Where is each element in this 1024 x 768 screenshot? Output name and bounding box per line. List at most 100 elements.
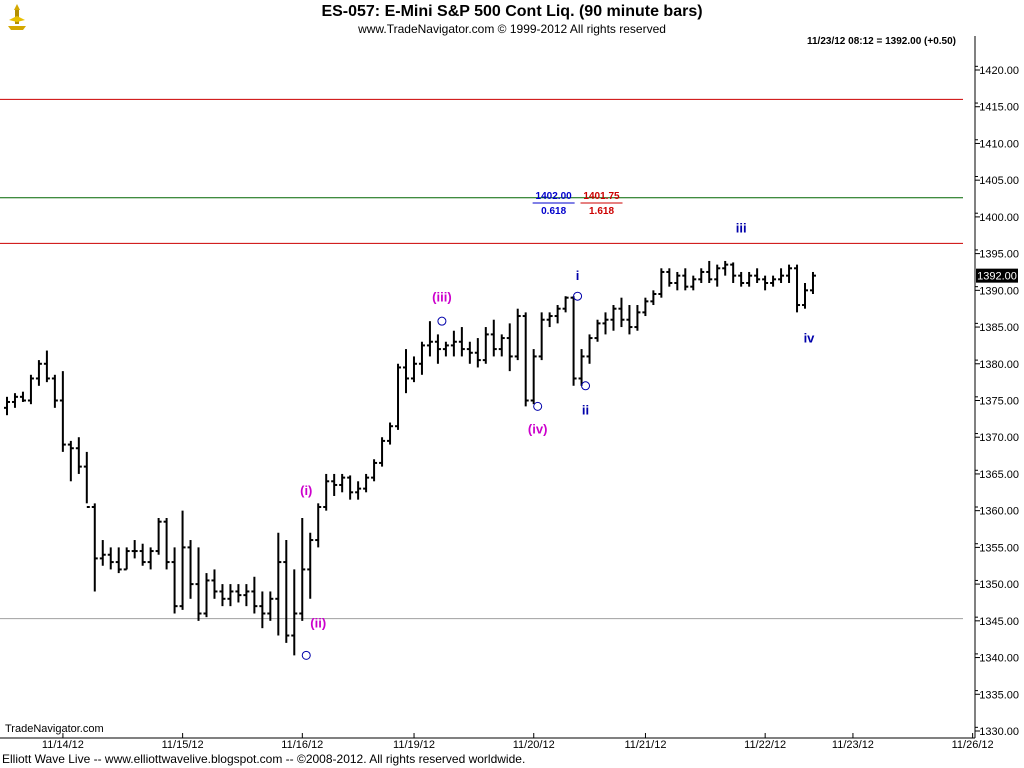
price-tick-label: 1365.00: [979, 469, 1019, 481]
fib-value: 1401.75: [583, 191, 620, 202]
ohlc-bar: [251, 576, 258, 614]
date-tick-label: 11/21/12: [624, 739, 666, 751]
ohlc-bar: [442, 341, 449, 357]
date-tick-label: 11/19/12: [393, 739, 435, 751]
ohlc-bar: [139, 543, 146, 566]
ohlc-bar: [546, 312, 553, 328]
ohlc-bar: [227, 584, 234, 607]
ohlc-bar: [331, 473, 338, 496]
ohlc-bar: [147, 547, 154, 570]
ohlc-bar: [187, 540, 194, 599]
copyright-subtitle: www.TradeNavigator.com © 1999-2012 All r…: [358, 22, 666, 36]
ohlc-bar: [59, 371, 66, 452]
ohlc-bar: [307, 532, 314, 599]
ohlc-bar: [554, 305, 561, 324]
ohlc-bar: [522, 312, 529, 407]
ohlc-bar: [690, 275, 697, 291]
ohlc-bar: [506, 323, 513, 372]
ohlc-bar: [395, 363, 402, 430]
fib-value: 1402.00: [536, 191, 573, 202]
ohlc-bar: [315, 503, 322, 548]
date-tick-label: 11/15/12: [162, 739, 204, 751]
wave-label: iv: [804, 330, 816, 345]
price-tick-label: 1420.00: [979, 65, 1019, 77]
ohlc-bar: [259, 591, 266, 629]
price-tick-label: 1395.00: [979, 249, 1019, 261]
ohlc-bar: [131, 540, 138, 559]
ohlc-bar: [730, 262, 737, 283]
ohlc-bar: [618, 297, 625, 328]
ohlc-bar: [363, 473, 370, 493]
chart-title: ES-057: E-Mini S&P 500 Cont Liq. (90 min…: [321, 3, 703, 20]
ohlc-bar: [123, 547, 130, 571]
ohlc-bar: [267, 591, 274, 621]
ohlc-bars: [4, 260, 816, 656]
ohlc-bar: [211, 569, 218, 599]
wave-label: (iv): [528, 422, 548, 437]
ohlc-bar: [474, 338, 481, 368]
ohlc-bar: [514, 308, 521, 361]
price-axis: 1330.00 1335.00 1340.00 1345.00 1350.00 1355.…: [975, 65, 1019, 738]
ohlc-bar: [299, 518, 306, 621]
ohlc-bar: [602, 312, 609, 335]
fib-labels: 1402.00 0.618 1401.75 1.618: [532, 191, 623, 217]
ohlc-bar: [410, 356, 417, 383]
ohlc-bar: [35, 360, 42, 386]
ohlc-bar: [466, 341, 473, 364]
price-tick-label: 1410.00: [979, 138, 1019, 150]
watermark: TradeNavigator.com: [5, 723, 104, 735]
ohlc-bar: [586, 334, 593, 364]
ohlc-bar: [291, 569, 298, 656]
price-tick-label: 1415.00: [979, 102, 1019, 114]
wave-label: ii: [582, 402, 589, 417]
footer-credit: Elliott Wave Live -- www.elliottwavelive…: [2, 752, 526, 766]
ohlc-bar: [275, 532, 282, 636]
wave-markers: [301, 291, 591, 660]
ohlc-bar: [235, 584, 242, 603]
ohlc-bar: [11, 393, 18, 408]
wave-label: (ii): [310, 615, 326, 630]
ohlc-bar: [27, 374, 34, 405]
ohlc-bar: [530, 349, 537, 405]
ohlc-bar: [75, 437, 82, 474]
ohlc-bar: [195, 547, 202, 621]
price-tick-label: 1340.00: [979, 653, 1019, 665]
ohlc-bar: [594, 319, 601, 342]
wave-label: iii: [736, 220, 747, 235]
ohlc-bar: [754, 268, 761, 283]
ohlc-bar: [67, 440, 74, 482]
ohlc-bar: [4, 396, 10, 416]
ohlc-bar: [658, 268, 665, 298]
ohlc-bar: [219, 584, 226, 607]
ohlc-bar: [323, 473, 330, 511]
wave-pivot-circle: [581, 381, 591, 391]
wave-label: i: [576, 268, 580, 283]
ohlc-bar: [738, 271, 745, 287]
ohlc-bar: [371, 459, 378, 482]
ohlc-bar: [666, 268, 673, 287]
price-tick-label: 1345.00: [979, 616, 1019, 628]
wave-pivot-circle: [437, 316, 447, 326]
ohlc-bar: [562, 296, 569, 313]
ohlc-bar: [786, 264, 793, 283]
ohlc-bar: [794, 264, 801, 313]
ohlc-bar: [642, 297, 649, 317]
price-tick-label: 1330.00: [979, 726, 1019, 738]
ohlc-bar: [674, 271, 681, 291]
ohlc-bar: [339, 473, 346, 493]
ohlc-bar: [722, 260, 729, 276]
ohlc-bar: [746, 271, 753, 287]
ohlc-bar: [283, 540, 290, 643]
ohlc-bar: [682, 268, 689, 291]
ohlc-bar: [578, 349, 585, 386]
last-price-box: [976, 268, 1018, 283]
price-tick-label: 1370.00: [979, 432, 1019, 444]
ohlc-bar: [714, 264, 721, 287]
wave-pivot-circle: [301, 650, 311, 660]
ohlc-bar: [626, 305, 633, 335]
ohlc-bar: [498, 334, 505, 357]
ohlc-bar: [51, 374, 58, 408]
ohlc-bar: [538, 312, 545, 361]
